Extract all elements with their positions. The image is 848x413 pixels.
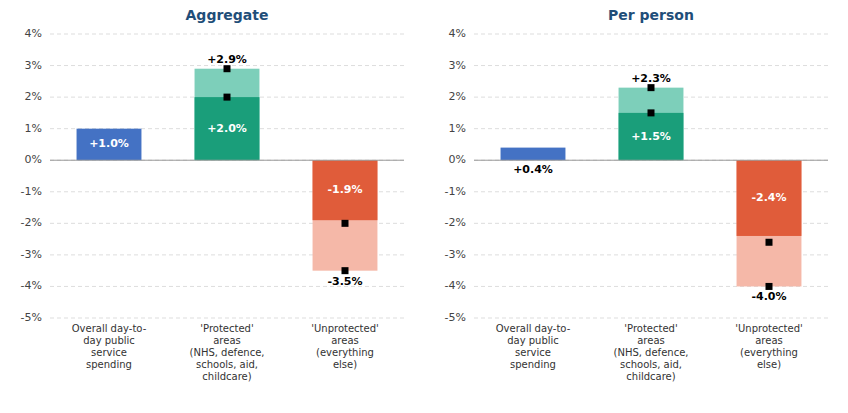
x-tick-label-line: (everything [740,347,798,358]
y-tick-label: 1% [449,122,466,135]
x-tick-label: 'Unprotected'areas(everythingelse) [311,323,379,370]
x-tick-label-line: day public [507,335,559,346]
data-label: +2.3% [631,72,671,85]
x-tick-label-line: else) [757,359,781,370]
x-tick-label-line: service [515,347,551,358]
grid-line [50,318,404,319]
chart-title: Per person [608,7,694,23]
y-tick-label: -2% [21,216,42,229]
marker [224,94,231,101]
panel: -5%-4%-3%-2%-1%0%1%2%3%4%Aggregate+1.0%+… [21,7,404,382]
x-tick-label-line: 'Unprotected' [735,323,803,334]
y-tick-label: 2% [449,90,466,103]
grid-line [474,318,828,319]
marks [77,65,378,274]
data-label: +0.4% [513,163,553,176]
marker [766,239,773,246]
y-tick-label: -5% [445,311,466,324]
x-tick-label-line: day public [83,335,135,346]
zero-line [474,160,828,161]
x-tick-label-line: areas [213,335,241,346]
x-tick-label-line: Overall day-to- [496,323,571,334]
bar [619,113,684,160]
x-tick-label: Overall day-to-day publicservicespending [72,323,147,370]
y-tick-label: 2% [25,90,42,103]
y-tick-label: -3% [21,248,42,261]
x-tick-label-line: (everything [316,347,374,358]
grid-line [474,160,828,161]
marker [766,283,773,290]
data-label: -4.0% [751,290,786,303]
x-tick-label-line: spending [510,359,556,370]
panel: -5% -4% -3% -2% -1% 0% 1% 2% 3% 4% Per person +0.4%… [445,7,828,382]
data-label: -3.5% [327,275,362,288]
marker [224,65,231,72]
data-label: +1.5% [631,130,671,143]
x-tick-label-line: 'Protected' [200,323,253,334]
y-tick-label: 1% [25,122,42,135]
grid-line [474,34,828,35]
y-tick-label: -5% [21,311,42,324]
grid-line [474,65,828,66]
bar [195,69,260,161]
marker [342,220,349,227]
chart-title: Aggregate [186,7,269,23]
data-label: -2.4% [751,191,786,204]
y-tick-label: 0% [449,153,466,166]
marks [501,84,802,290]
grid-line [50,160,404,161]
x-tick-label-line: 'Unprotected' [311,323,379,334]
chart-canvas: -5%-4%-3%-2%-1%0%1%2%3%4%Aggregate+1.0%+… [0,0,848,413]
zero-line [50,160,404,161]
y-tick-label: -2% [445,216,466,229]
bar [77,129,142,161]
data-labels: +1.0% +2.0% -1.9% +2.9% -3.5% [89,53,362,288]
bar [195,97,260,160]
data-labels: +0.4% +1.5% -2.4% +2.3% -4.0% [513,72,786,304]
x-tick-label-line: areas [637,335,665,346]
bar [313,160,378,270]
bar [737,160,802,236]
x-tick-label-line: (NHS, defence, [190,347,265,358]
y-tick-label: 3% [25,59,42,72]
x-tick-label-line: else) [333,359,357,370]
x-tick-label: Overall day-to-day publicservicespending [496,323,571,370]
y-tick-label: -1% [21,185,42,198]
y-tick-label: 0% [25,153,42,166]
y-tick-label: 3% [449,59,466,72]
x-tick-label-line: (NHS, defence, [614,347,689,358]
bar [313,160,378,220]
marker [342,267,349,274]
y-tick-label: -1% [445,185,466,198]
x-tick-label-line: 'Protected' [624,323,677,334]
x-tick-label: 'Protected'areas(NHS, defence,schools, a… [190,323,265,382]
bar [737,160,802,286]
data-label: +2.9% [207,53,247,66]
y-tick-label: 4% [449,27,466,40]
data-label: -1.9% [327,183,362,196]
data-label: +2.0% [207,122,247,135]
bar [619,88,684,161]
x-tick-label-line: childcare) [202,371,251,382]
x-tick-label: 'Unprotected'areas(everythingelse) [735,323,803,370]
grid-line [50,34,404,35]
x-tick-label: 'Protected'areas(NHS, defence,schools, a… [614,323,689,382]
data-label: +1.0% [89,137,129,150]
y-tick-label: -4% [21,279,42,292]
x-tick-label-line: schools, aid, [196,359,258,370]
y-tick-label: -3% [445,248,466,261]
marker [648,84,655,91]
marker [648,109,655,116]
y-tick-label: -4% [445,279,466,292]
bar [501,148,566,161]
x-tick-label-line: spending [86,359,132,370]
x-tick-label-line: areas [331,335,359,346]
x-tick-label-line: Overall day-to- [72,323,147,334]
x-tick-label-line: childcare) [626,371,675,382]
x-tick-label-line: areas [755,335,783,346]
x-tick-label-line: service [91,347,127,358]
x-tick-label-line: schools, aid, [620,359,682,370]
y-tick-label: 4% [25,27,42,40]
